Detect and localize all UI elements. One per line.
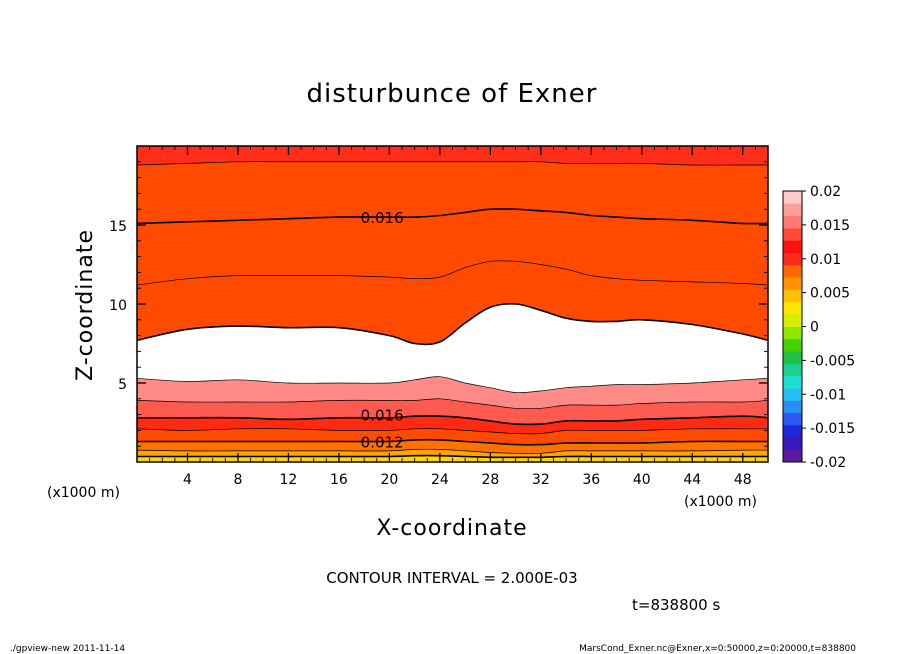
colorbar-label: 0.01 <box>810 252 841 268</box>
x-tick-label: 12 <box>280 472 298 488</box>
y-axis-label: Z-coordinate <box>73 229 98 381</box>
colorbar-segment <box>783 191 802 204</box>
contour-label-layer: 0.016 0.016 0.012 <box>361 209 404 451</box>
contour-label: 0.016 <box>361 209 404 227</box>
upper-band-0.012 <box>137 146 768 345</box>
contour-line-0.018 <box>136 398 769 410</box>
x-unit-left: (x1000 m) <box>47 485 120 501</box>
colorbar-label: 0.005 <box>810 286 850 302</box>
y-tick-label: 15 <box>109 219 127 235</box>
colorbar-segment <box>783 351 802 364</box>
x-tick-label: 44 <box>683 472 701 488</box>
contour-line-0.014 <box>136 260 769 286</box>
colorbar-segment <box>783 227 802 241</box>
colorbar-segment <box>783 301 802 315</box>
x-tick-label: 4 <box>183 472 192 488</box>
colorbar-segment <box>783 215 802 229</box>
contour-line-0.018 <box>136 161 768 166</box>
colorbar-segment <box>783 264 802 278</box>
colorbar <box>782 190 806 463</box>
x-tick-label: 28 <box>481 472 499 488</box>
x-tick-label: 20 <box>380 472 398 488</box>
colorbar-label: 0.02 <box>810 184 841 200</box>
contour-line-0.016 <box>136 208 769 225</box>
contour-line-0.012 <box>137 438 768 446</box>
x-tick-label: 40 <box>633 472 651 488</box>
colorbar-label: 0 <box>810 320 819 336</box>
colorbar-segment <box>783 203 802 217</box>
colorbar-segment <box>783 289 802 303</box>
contour-interval-text: CONTOUR INTERVAL = 2.000E-03 <box>326 569 577 587</box>
colorbar-segment <box>783 363 802 377</box>
colorbar-label: -0.02 <box>810 455 846 471</box>
x-tick-label: 24 <box>431 472 449 488</box>
colorbar-segment <box>783 375 802 389</box>
x-unit-right: (x1000 m) <box>684 494 757 510</box>
colorbar-segment <box>783 338 802 352</box>
contour-line-0.02 <box>136 376 769 393</box>
x-tick-label: 48 <box>734 472 752 488</box>
x-tick-labels: 4 8 12 16 20 24 28 32 36 40 44 48 <box>183 472 752 488</box>
footer-left: ./gpview-new 2011-11-14 <box>10 644 125 654</box>
colorbar-label: -0.01 <box>810 387 846 403</box>
colorbar-segment <box>783 388 802 401</box>
y-tick-label: 5 <box>118 377 127 393</box>
contour-line-0.014 <box>136 428 768 435</box>
colorbar-segment <box>783 314 802 327</box>
colorbar-label: -0.015 <box>810 421 855 437</box>
x-tick-label: 32 <box>532 472 550 488</box>
colorbar-label: -0.005 <box>810 353 855 369</box>
colorbar-segment <box>783 400 802 414</box>
colorbar-segment <box>783 326 802 340</box>
contour-line-0.01 <box>136 448 769 454</box>
colorbar-segment <box>783 425 802 438</box>
colorbar-labels: 0.02 0.015 0.01 0.005 0 -0.005 -0.01 -0.015 -0.0… <box>810 184 855 471</box>
colorbar-segment <box>783 449 802 463</box>
plot-fill-layer <box>137 146 768 462</box>
colorbar-segment <box>783 240 802 253</box>
x-tick-label: 36 <box>582 472 600 488</box>
axis-ticks <box>137 146 768 462</box>
chart-title: disturbunce of Exner <box>307 79 598 109</box>
contour-line-0.016 <box>137 415 769 426</box>
upper-band-cap <box>137 146 768 166</box>
x-tick-label: 8 <box>233 472 242 488</box>
colorbar-segment <box>783 252 802 266</box>
y-tick-labels: 5 10 15 <box>109 219 127 393</box>
colorbar-label: 0.015 <box>810 218 850 234</box>
colorbar-segment <box>783 412 802 426</box>
colorbar-segment <box>783 277 802 290</box>
x-axis-label: X-coordinate <box>376 516 527 541</box>
contour-label: 0.016 <box>361 407 404 425</box>
time-label: t=838800 s <box>632 596 720 614</box>
footer-right: MarsCond_Exner.nc@Exner,x=0:50000,z=0:20… <box>579 644 856 654</box>
x-tick-label: 16 <box>330 472 348 488</box>
colorbar-segment <box>783 437 802 451</box>
contour-label: 0.012 <box>361 433 404 451</box>
y-tick-label: 10 <box>109 298 127 314</box>
contour-line-0.012 <box>136 303 769 346</box>
